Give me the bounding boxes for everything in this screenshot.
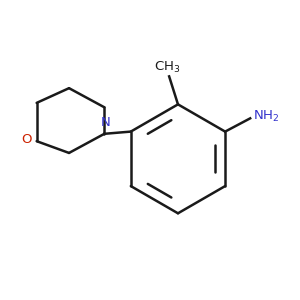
Text: O: O [21, 133, 31, 146]
Text: N: N [101, 116, 111, 128]
Text: CH$_3$: CH$_3$ [154, 60, 181, 75]
Text: NH$_2$: NH$_2$ [253, 109, 279, 124]
